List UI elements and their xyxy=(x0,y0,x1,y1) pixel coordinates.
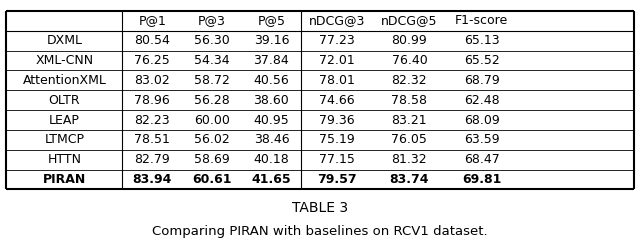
Text: 37.84: 37.84 xyxy=(253,54,289,67)
Text: 77.23: 77.23 xyxy=(319,34,355,47)
Text: 78.58: 78.58 xyxy=(392,94,428,107)
Text: PIRAN: PIRAN xyxy=(43,173,86,186)
Text: LEAP: LEAP xyxy=(49,113,80,127)
Text: HTTN: HTTN xyxy=(47,153,81,166)
Text: 39.16: 39.16 xyxy=(253,34,289,47)
Text: Comparing PIRAN with baselines on RCV1 dataset.: Comparing PIRAN with baselines on RCV1 d… xyxy=(152,225,488,238)
Text: 72.01: 72.01 xyxy=(319,54,355,67)
Text: 82.23: 82.23 xyxy=(134,113,170,127)
Text: F1-score: F1-score xyxy=(455,14,508,27)
Text: 82.32: 82.32 xyxy=(392,74,427,87)
Text: AttentionXML: AttentionXML xyxy=(22,74,106,87)
Text: 83.02: 83.02 xyxy=(134,74,170,87)
Text: 79.36: 79.36 xyxy=(319,113,355,127)
Text: 80.99: 80.99 xyxy=(392,34,428,47)
Text: 77.15: 77.15 xyxy=(319,153,355,166)
Text: 83.74: 83.74 xyxy=(390,173,429,186)
Text: 68.79: 68.79 xyxy=(463,74,499,87)
Text: 74.66: 74.66 xyxy=(319,94,355,107)
Text: 79.57: 79.57 xyxy=(317,173,357,186)
Text: 78.01: 78.01 xyxy=(319,74,355,87)
Text: 38.60: 38.60 xyxy=(253,94,289,107)
Text: 60.61: 60.61 xyxy=(192,173,232,186)
Text: 62.48: 62.48 xyxy=(464,94,499,107)
Text: 41.65: 41.65 xyxy=(252,173,291,186)
Text: 80.54: 80.54 xyxy=(134,34,170,47)
Text: 78.96: 78.96 xyxy=(134,94,170,107)
Text: 69.81: 69.81 xyxy=(462,173,501,186)
Text: P@5: P@5 xyxy=(257,14,285,27)
Text: 68.09: 68.09 xyxy=(463,113,499,127)
Text: OLTR: OLTR xyxy=(49,94,80,107)
Text: 68.47: 68.47 xyxy=(463,153,499,166)
Text: nDCG@5: nDCG@5 xyxy=(381,14,438,27)
Text: XML-CNN: XML-CNN xyxy=(35,54,93,67)
Text: 40.18: 40.18 xyxy=(253,153,289,166)
Text: 65.13: 65.13 xyxy=(464,34,499,47)
Text: DXML: DXML xyxy=(47,34,83,47)
Text: 65.52: 65.52 xyxy=(463,54,499,67)
Text: 58.72: 58.72 xyxy=(194,74,230,87)
Text: 60.00: 60.00 xyxy=(194,113,230,127)
Text: TABLE 3: TABLE 3 xyxy=(292,201,348,215)
Text: 83.21: 83.21 xyxy=(392,113,427,127)
Text: LTMCP: LTMCP xyxy=(44,133,84,146)
Text: 58.69: 58.69 xyxy=(194,153,230,166)
Text: P@3: P@3 xyxy=(198,14,226,27)
Text: 81.32: 81.32 xyxy=(392,153,427,166)
Text: 56.28: 56.28 xyxy=(194,94,230,107)
Text: 83.94: 83.94 xyxy=(132,173,172,186)
Text: 54.34: 54.34 xyxy=(194,54,230,67)
Text: 78.51: 78.51 xyxy=(134,133,170,146)
Text: 56.30: 56.30 xyxy=(194,34,230,47)
Text: 63.59: 63.59 xyxy=(464,133,499,146)
Text: 75.19: 75.19 xyxy=(319,133,355,146)
Text: nDCG@3: nDCG@3 xyxy=(309,14,365,27)
Text: 40.56: 40.56 xyxy=(253,74,289,87)
Text: 76.05: 76.05 xyxy=(392,133,428,146)
Text: P@1: P@1 xyxy=(138,14,166,27)
Text: 40.95: 40.95 xyxy=(253,113,289,127)
Text: 56.02: 56.02 xyxy=(194,133,230,146)
Text: 76.25: 76.25 xyxy=(134,54,170,67)
Text: 82.79: 82.79 xyxy=(134,153,170,166)
Text: 76.40: 76.40 xyxy=(392,54,428,67)
Text: 38.46: 38.46 xyxy=(253,133,289,146)
